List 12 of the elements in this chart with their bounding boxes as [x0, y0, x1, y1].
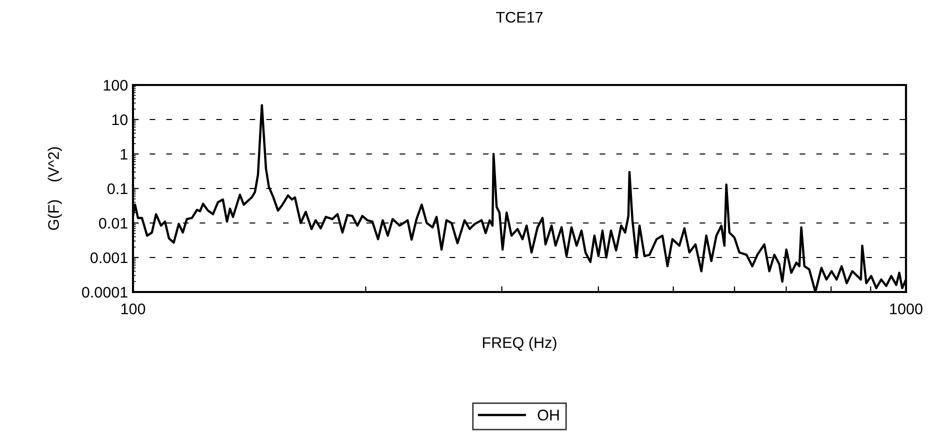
x-axis-title: FREQ (Hz)	[482, 336, 556, 352]
y-tick-label: 0.0001	[82, 286, 128, 298]
x-tick-label: 1000	[890, 304, 922, 314]
y-tick-label: 0.001	[90, 252, 128, 264]
y-tick-label: 0.01	[99, 218, 128, 229]
y-tick-label: 0.1	[108, 183, 128, 194]
legend-label: OH	[538, 410, 559, 420]
y-axis-title: G(F) (V^2)	[48, 147, 62, 230]
y-tick-label: 10	[112, 114, 128, 126]
y-tick-label: 100	[104, 80, 128, 91]
y-tick-label: 1	[120, 149, 128, 160]
chart-title: TCE17	[496, 12, 543, 23]
